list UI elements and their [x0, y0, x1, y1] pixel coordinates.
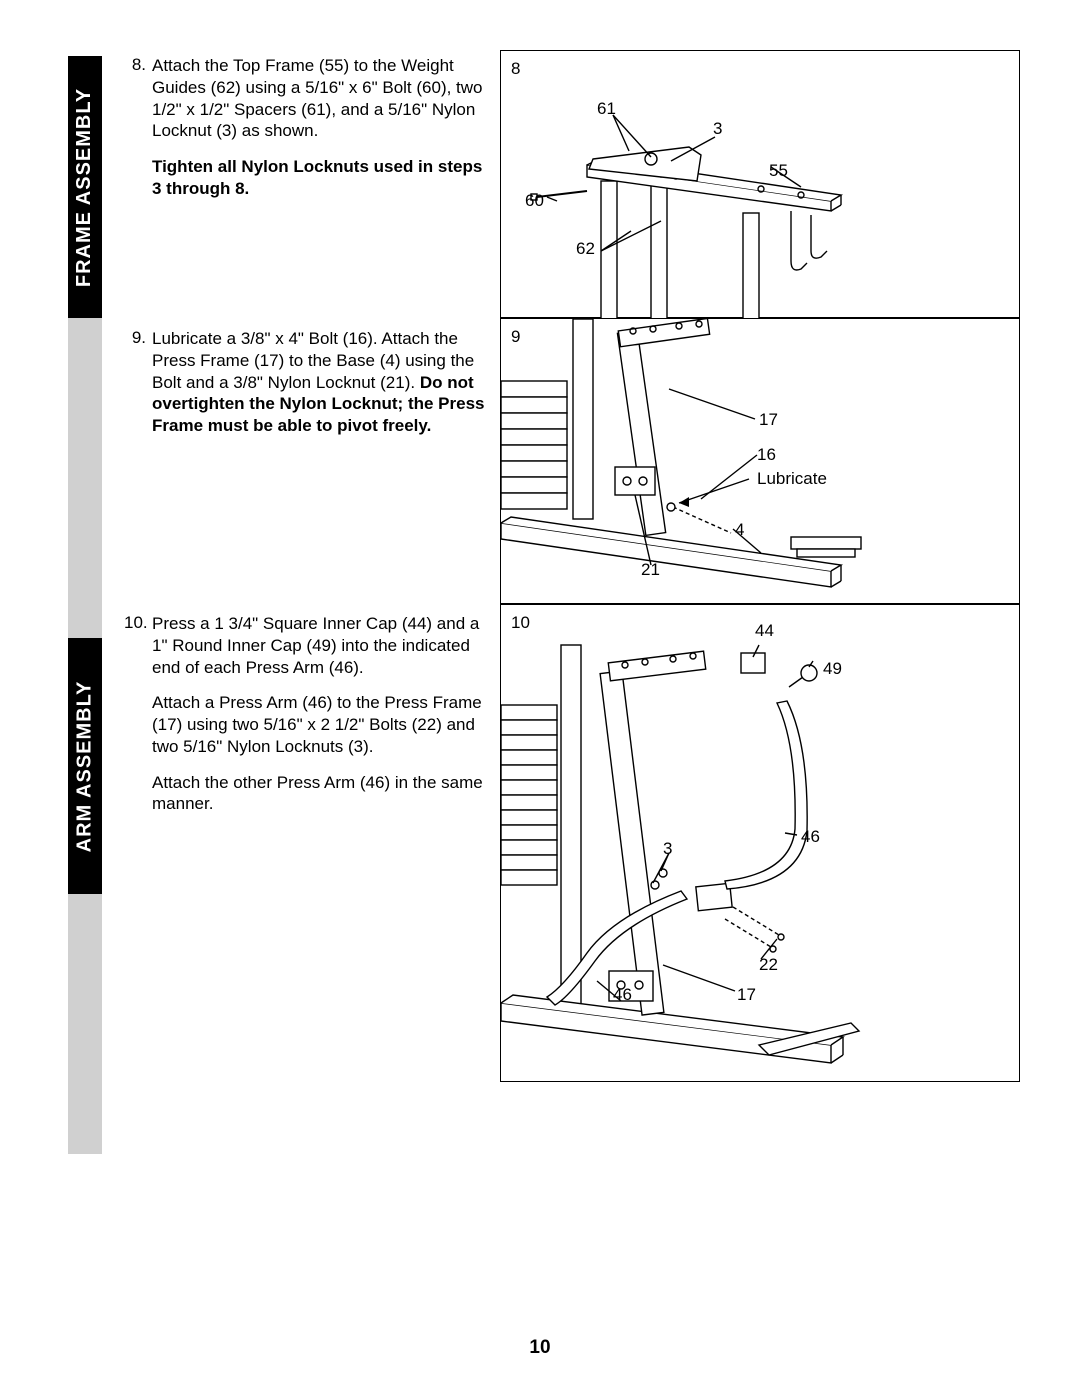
panel-9-label-lubricate: Lubricate	[757, 469, 827, 489]
panel-8-label-61: 61	[597, 99, 616, 119]
panel-10-label-46b: 46	[613, 985, 632, 1005]
panel-10-label-3: 3	[663, 839, 672, 859]
diagram-10-svg	[501, 605, 1021, 1083]
step-10-number: 10.	[124, 613, 152, 829]
panel-9-label-4: 4	[735, 520, 744, 540]
step-9-number: 9.	[124, 328, 152, 451]
step-9-text: Lubricate a 3/8" x 4" Bolt (16). Attach …	[152, 328, 496, 437]
diagram-panel-10: 10	[500, 604, 1020, 1082]
step-10-text-2: Attach a Press Arm (46) to the Press Fra…	[152, 692, 496, 757]
tab-frame-assembly-label: FRAME ASSEMBLY	[74, 87, 97, 286]
diagram-panel-8: 8	[500, 50, 1020, 318]
panel-8-label-62: 62	[576, 239, 595, 259]
panel-10-label-44: 44	[755, 621, 774, 641]
step-8-text-1: Attach the Top Frame (55) to the Weight …	[152, 55, 496, 142]
page-number: 10	[0, 1337, 1080, 1359]
panel-8-label-3: 3	[713, 119, 722, 139]
step-10: 10. Press a 1 3/4" Square Inner Cap (44)…	[124, 613, 496, 829]
diagram-8-svg	[501, 51, 1021, 319]
panel-9-label-16: 16	[757, 445, 776, 465]
step-10-text-3: Attach the other Press Arm (46) in the s…	[152, 772, 496, 816]
step-8: 8. Attach the Top Frame (55) to the Weig…	[124, 55, 496, 214]
panel-9-label-17: 17	[759, 410, 778, 430]
panel-8-label-55: 55	[769, 161, 788, 181]
step-8-text-2: Tighten all Nylon Locknuts used in steps…	[152, 156, 496, 200]
step-8-number: 8.	[124, 55, 152, 214]
panel-10-label-22: 22	[759, 955, 778, 975]
panel-9-label-21: 21	[641, 560, 660, 580]
panel-8-label-60: 60	[525, 191, 544, 211]
tab-arm-assembly: ARM ASSEMBLY	[68, 638, 102, 894]
panel-10-label-17: 17	[737, 985, 756, 1005]
tab-arm-assembly-label: ARM ASSEMBLY	[74, 680, 97, 852]
step-10-text-1: Press a 1 3/4" Square Inner Cap (44) and…	[152, 613, 496, 678]
step-9: 9. Lubricate a 3/8" x 4" Bolt (16). Atta…	[124, 328, 496, 451]
panel-10-label-46a: 46	[801, 827, 820, 847]
tab-frame-assembly: FRAME ASSEMBLY	[68, 56, 102, 318]
diagram-panel-9: 9	[500, 318, 1020, 604]
diagram-column: 8	[500, 50, 1020, 1082]
panel-10-label-49: 49	[823, 659, 842, 679]
